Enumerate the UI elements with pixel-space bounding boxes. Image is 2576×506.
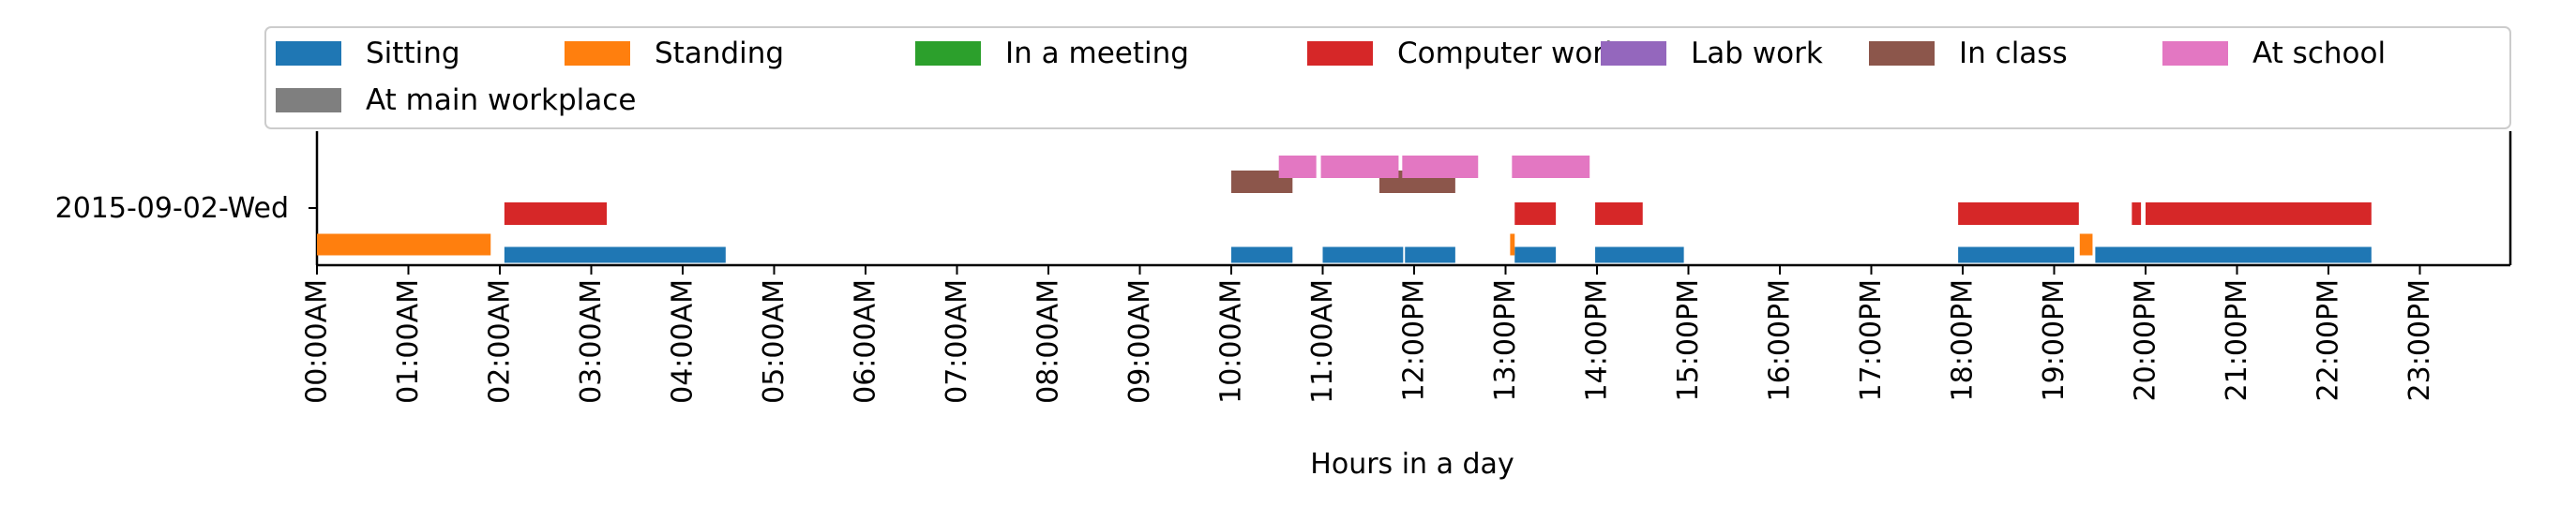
bar-sitting-3: [1322, 246, 1404, 263]
legend-swatch-at-school: [2162, 41, 2228, 66]
bar-computer-work-1: [504, 202, 608, 225]
legend-label-computer-work: Computer work: [1397, 37, 1621, 70]
legend-label-in-a-meeting: In a meeting: [1005, 37, 1189, 70]
x-tick-label: 02:00AM: [484, 279, 517, 404]
legend-label-lab-work: Lab work: [1691, 37, 1823, 70]
legend-swatch-in-a-meeting: [915, 41, 981, 66]
bar-sitting-4: [1405, 246, 1455, 263]
x-tick-label: 00:00AM: [301, 279, 334, 404]
y-axis: 2015-09-02-Wed: [55, 192, 317, 225]
bar-sitting-1: [504, 246, 726, 263]
y-tick-label-day: 2015-09-02-Wed: [55, 192, 289, 225]
x-tick-label: 10:00AM: [1215, 279, 1248, 404]
x-tick-label: 16:00PM: [1764, 279, 1797, 401]
bar-sitting-5: [1514, 246, 1557, 263]
x-axis: 00:00AM 01:00AM 02:00AM 03:00AM 04:00AM 05:00…: [301, 265, 2436, 404]
legend-label-at-school: At school: [2252, 37, 2386, 70]
bar-standing-3: [2079, 233, 2093, 256]
legend-swatch-computer-work: [1307, 41, 1373, 66]
legend-swatch-sitting: [276, 41, 341, 66]
x-tick-label: 23:00PM: [2403, 279, 2436, 401]
x-tick-label: 15:00PM: [1672, 279, 1705, 401]
bar-sitting-2: [1231, 246, 1293, 263]
bar-computer-work-6: [2146, 202, 2372, 225]
bar-computer-work-3: [1595, 202, 1643, 225]
bar-sitting-8: [2095, 246, 2372, 263]
plot-area: [315, 131, 2512, 267]
x-tick-label: 04:00AM: [667, 279, 700, 404]
bar-at-school-2: [1320, 156, 1399, 178]
x-tick-label: 19:00PM: [2038, 279, 2071, 401]
legend-label-at-main-workplace: At main workplace: [366, 83, 636, 117]
legend-swatch-in-class: [1869, 41, 1935, 66]
legend-entry-lab-work: Lab work: [1601, 37, 1823, 70]
x-axis-title: Hours in a day: [1310, 448, 1514, 481]
bar-sitting-6: [1595, 246, 1684, 263]
legend-swatch-at-main-workplace: [276, 88, 341, 112]
legend-label-sitting: Sitting: [366, 37, 460, 70]
x-tick-label: 18:00PM: [1947, 279, 1980, 401]
x-tick-label: 06:00AM: [850, 279, 882, 404]
bar-computer-work-2: [1514, 202, 1557, 225]
legend-label-standing: Standing: [655, 37, 784, 70]
x-tick-label: 12:00PM: [1398, 279, 1431, 401]
bar-at-school-4: [1512, 156, 1590, 178]
x-tick-label: 03:00AM: [575, 279, 608, 404]
x-tick-label: 22:00PM: [2312, 279, 2345, 401]
bar-at-school-3: [1402, 156, 1479, 178]
x-tick-label: 20:00PM: [2130, 279, 2162, 401]
x-tick-label: 21:00PM: [2221, 279, 2253, 401]
bar-standing-2: [1510, 233, 1515, 256]
x-tick-label: 17:00PM: [1855, 279, 1888, 401]
x-tick-label: 08:00AM: [1032, 279, 1065, 404]
legend-entry-standing: Standing: [565, 37, 784, 70]
bar-computer-work-5: [2132, 202, 2142, 225]
legend-entry-at-main-workplace: At main workplace: [276, 83, 636, 117]
x-tick-label: 14:00PM: [1581, 279, 1614, 401]
legend-entry-computer-work: Computer work: [1307, 37, 1621, 70]
legend: Sitting Standing In a meeting Computer work…: [264, 26, 2511, 129]
bar-at-school-1: [1278, 156, 1317, 178]
x-tick-label: 05:00AM: [758, 279, 791, 404]
legend-swatch-standing: [565, 41, 630, 66]
legend-entry-in-a-meeting: In a meeting: [915, 37, 1189, 70]
x-tick-label: 01:00AM: [392, 279, 425, 404]
activity-bars: [317, 156, 2372, 263]
legend-entry-in-class: In class: [1869, 37, 2068, 70]
bar-sitting-7: [1958, 246, 2074, 263]
x-tick-label: 13:00PM: [1489, 279, 1522, 401]
x-tick-label: 11:00AM: [1306, 279, 1339, 404]
bar-computer-work-4: [1958, 202, 2079, 225]
legend-entry-at-school: At school: [2162, 37, 2386, 70]
legend-label-in-class: In class: [1959, 37, 2068, 70]
legend-swatch-lab-work: [1601, 41, 1666, 66]
x-tick-label: 07:00AM: [941, 279, 973, 404]
legend-entry-sitting: Sitting: [276, 37, 460, 70]
legend-frame: [264, 26, 2511, 129]
x-tick-label: 09:00AM: [1123, 279, 1156, 404]
bar-standing-1: [317, 233, 491, 256]
